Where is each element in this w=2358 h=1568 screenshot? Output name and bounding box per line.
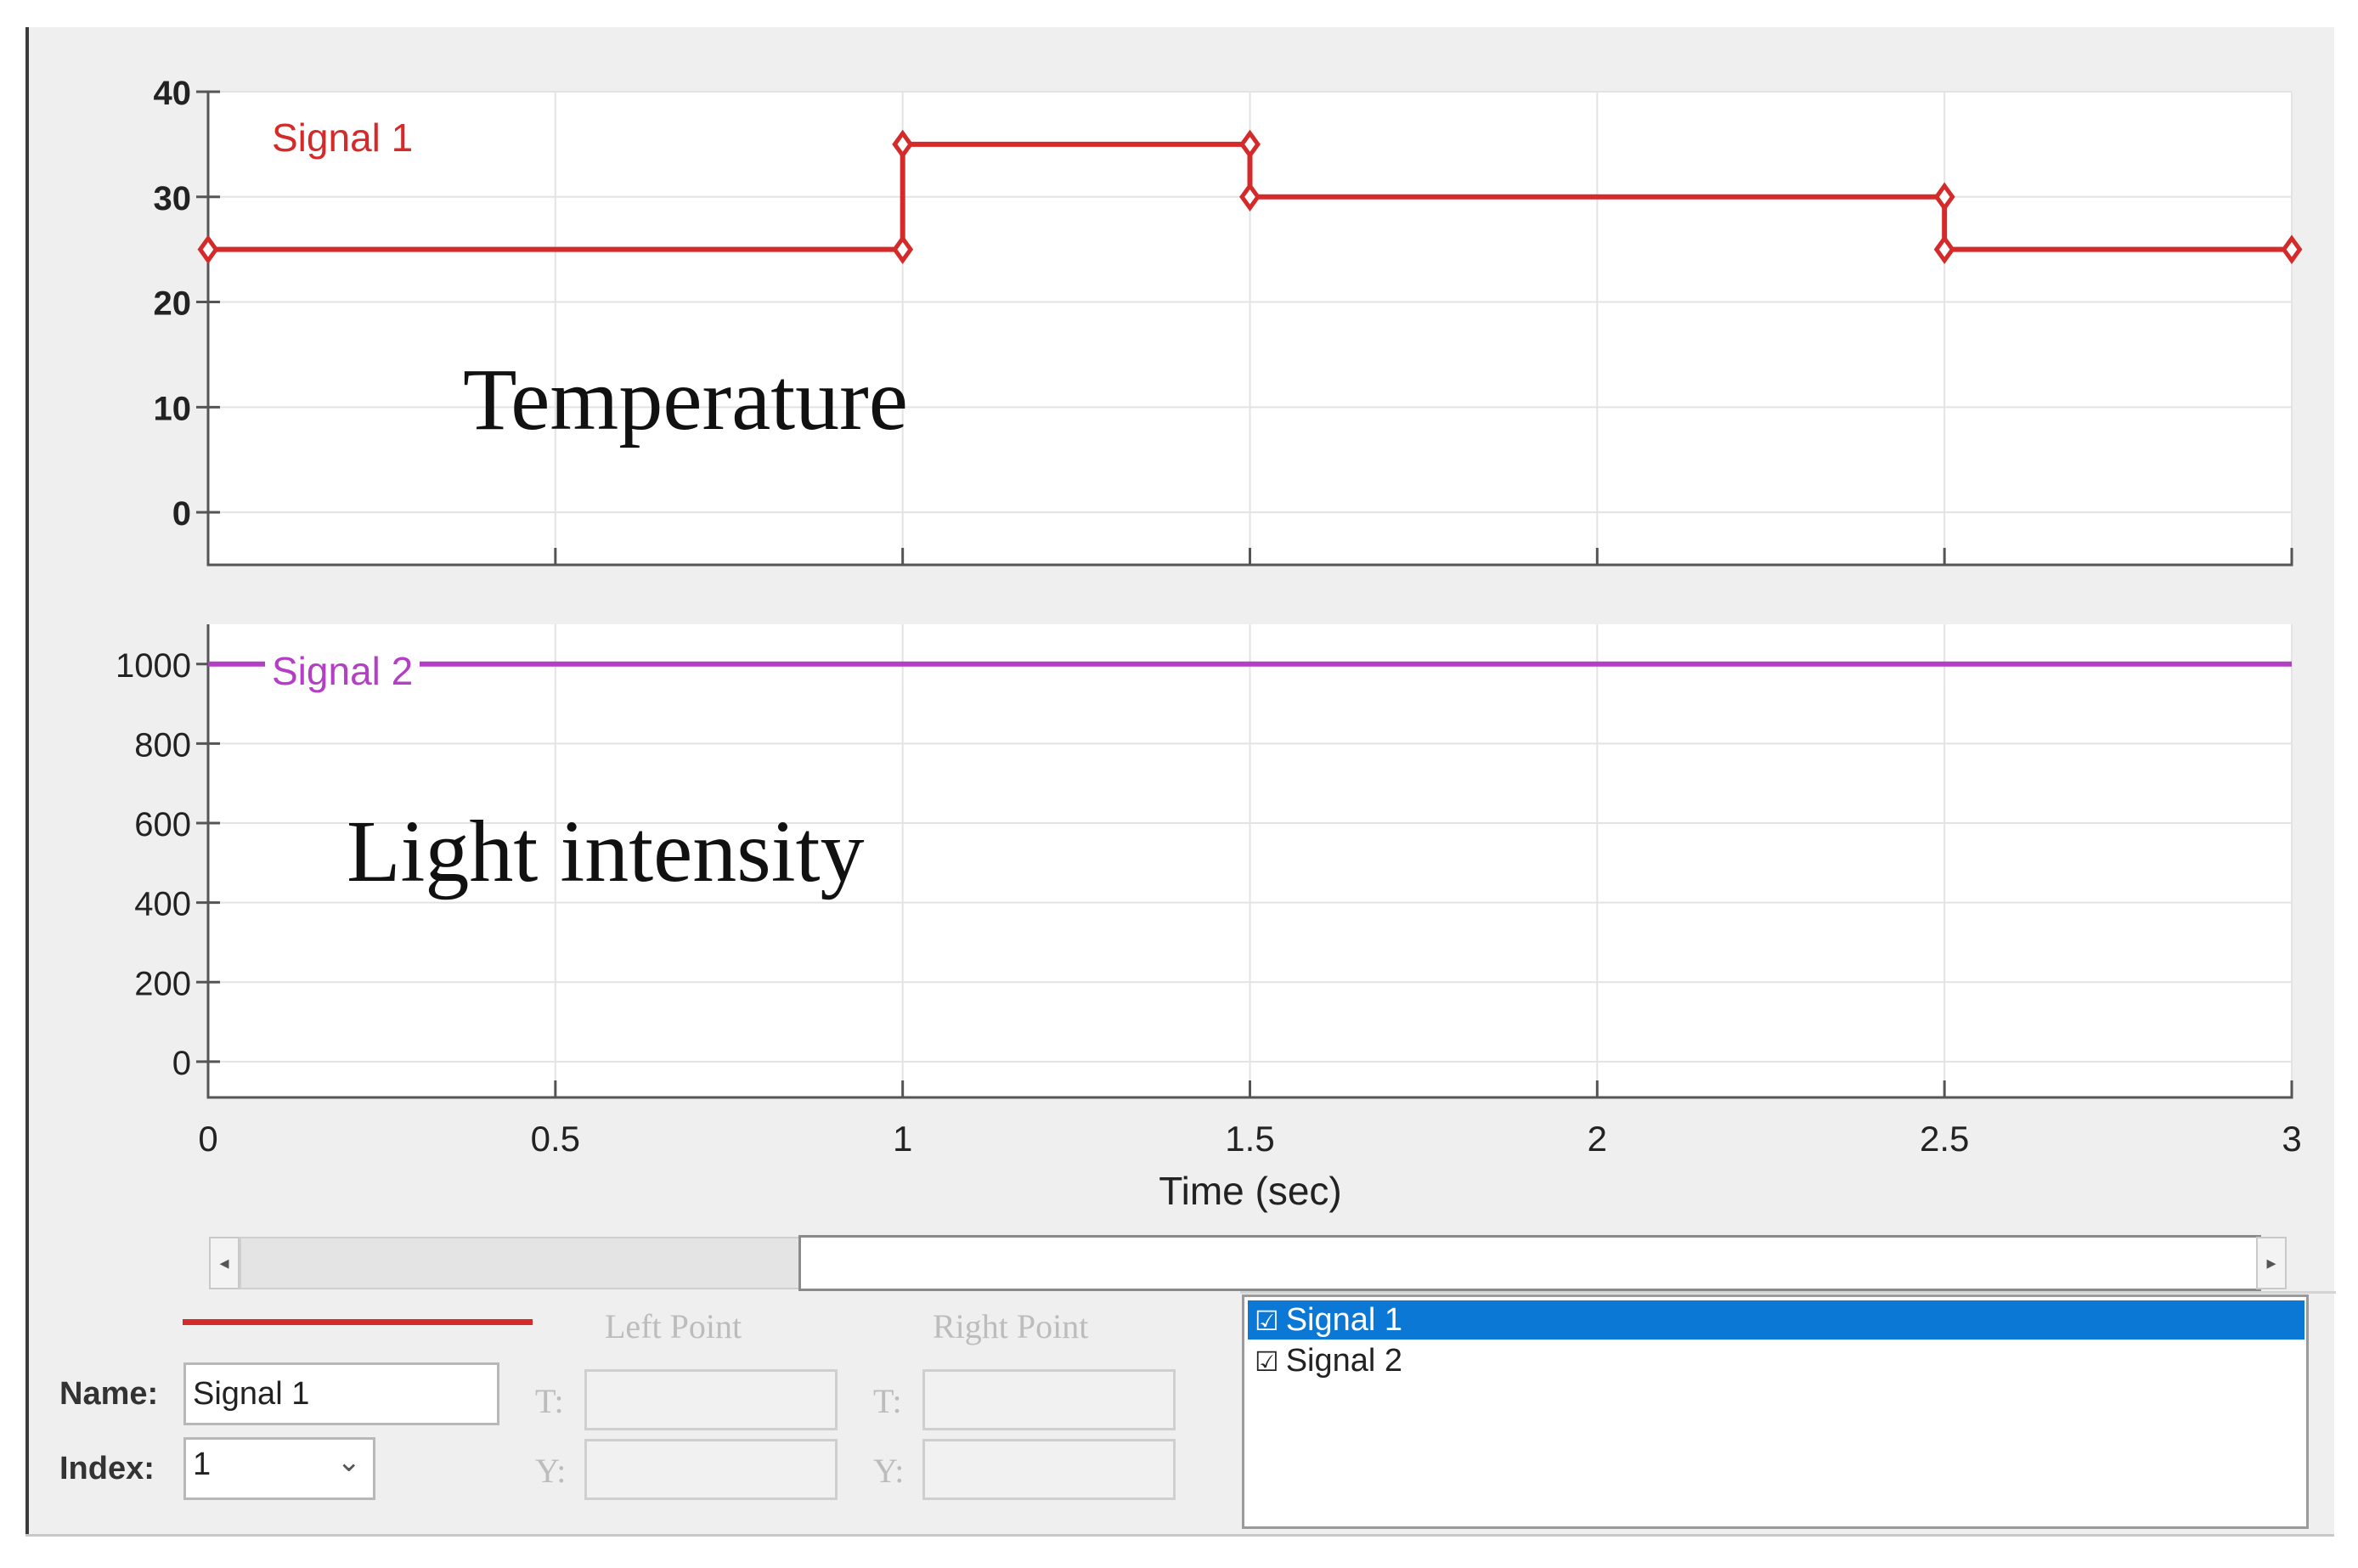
y-tick-label: 800	[134, 726, 191, 764]
chevron-left-icon: ◂	[219, 1252, 229, 1273]
chevron-right-icon: ▸	[2266, 1252, 2276, 1273]
x-tick-label: 0.5	[531, 1119, 580, 1159]
x-tick-label: 1.5	[1225, 1119, 1274, 1159]
data-point-marker	[892, 129, 914, 160]
series-label: Signal 1	[272, 116, 413, 160]
y-tick-label: 600	[134, 806, 191, 843]
index-dropdown[interactable]: 1 ⌄	[183, 1437, 375, 1500]
y-tick-label: 40	[154, 75, 192, 112]
data-point-marker	[1239, 182, 1261, 212]
divider	[1240, 1291, 2336, 1294]
list-item-label: Signal 1	[1285, 1302, 1403, 1338]
scroll-right-button[interactable]: ▸	[2256, 1237, 2287, 1289]
right-y-field[interactable]	[922, 1439, 1176, 1500]
signal-list[interactable]: ☑ Signal 1 ☑ Signal 2	[1242, 1294, 2309, 1529]
light-intensity-axes[interactable]: 0 200 400 600 800 1000 Light intensity	[116, 624, 2293, 1099]
left-point-label: Left Point	[605, 1307, 742, 1345]
x-tick-label: 1	[893, 1119, 912, 1159]
scroll-thumb[interactable]	[798, 1235, 2261, 1291]
left-y-field[interactable]	[584, 1439, 838, 1500]
overlay-label: Temperature	[463, 351, 908, 448]
temperature-axes[interactable]: 0 10 20 30 40 Signal 1 Temperature	[154, 75, 2303, 567]
left-y-label: Y:	[535, 1452, 567, 1490]
checkbox-checked-icon[interactable]: ☑	[1255, 1345, 1279, 1378]
x-tick-label: 2	[1588, 1119, 1607, 1159]
overlay-label: Light intensity	[347, 803, 865, 900]
right-point-label: Right Point	[933, 1307, 1089, 1345]
data-point-marker	[197, 234, 219, 264]
x-tick-label: 0	[198, 1119, 217, 1159]
list-item-signal-1[interactable]: ☑ Signal 1	[1248, 1300, 2304, 1340]
y-tick-label: 30	[154, 180, 192, 217]
right-t-field[interactable]	[922, 1369, 1176, 1430]
index-value: 1	[193, 1447, 212, 1482]
checkbox-checked-icon[interactable]: ☑	[1255, 1305, 1279, 1337]
data-point-marker	[1933, 234, 1955, 264]
data-point-marker	[1239, 129, 1261, 160]
left-t-field[interactable]	[584, 1369, 838, 1430]
x-axis-title: Time (sec)	[1159, 1169, 1342, 1213]
y-tick-label: 400	[134, 886, 191, 923]
data-point-marker	[2281, 234, 2303, 264]
y-tick-label: 200	[134, 965, 191, 1002]
index-label: Index:	[59, 1451, 155, 1486]
y-tick-label: 1000	[116, 647, 191, 685]
list-item-label: Signal 2	[1285, 1343, 1403, 1379]
x-tick-label: 3	[2282, 1119, 2301, 1159]
signal-2-tag: Signal 2	[265, 647, 420, 695]
right-t-label: T:	[873, 1382, 902, 1420]
time-axis: 0 0.5 1 1.5 2 2.5 3 Time (sec)	[198, 1119, 2301, 1213]
right-y-label: Y:	[873, 1452, 905, 1490]
left-t-label: T:	[535, 1382, 564, 1420]
data-point-marker	[892, 234, 914, 264]
name-field[interactable]	[183, 1362, 499, 1425]
data-point-marker	[1933, 182, 1955, 212]
scroll-left-button[interactable]: ◂	[209, 1237, 240, 1289]
name-label: Name:	[59, 1376, 159, 1412]
chevron-down-icon: ⌄	[336, 1446, 362, 1478]
x-tick-label: 2.5	[1920, 1119, 1969, 1159]
window-left-border	[25, 27, 29, 1536]
y-tick-label: 0	[172, 1045, 191, 1082]
line-style-sample[interactable]	[183, 1319, 533, 1325]
y-tick-label: 0	[172, 495, 191, 533]
y-tick-label: 20	[154, 285, 192, 323]
list-item-signal-2[interactable]: ☑ Signal 2	[1248, 1341, 2304, 1380]
y-tick-label: 10	[154, 390, 192, 427]
signal-2-label: Signal 2	[272, 649, 414, 693]
window-bottom-border	[25, 1534, 2334, 1537]
